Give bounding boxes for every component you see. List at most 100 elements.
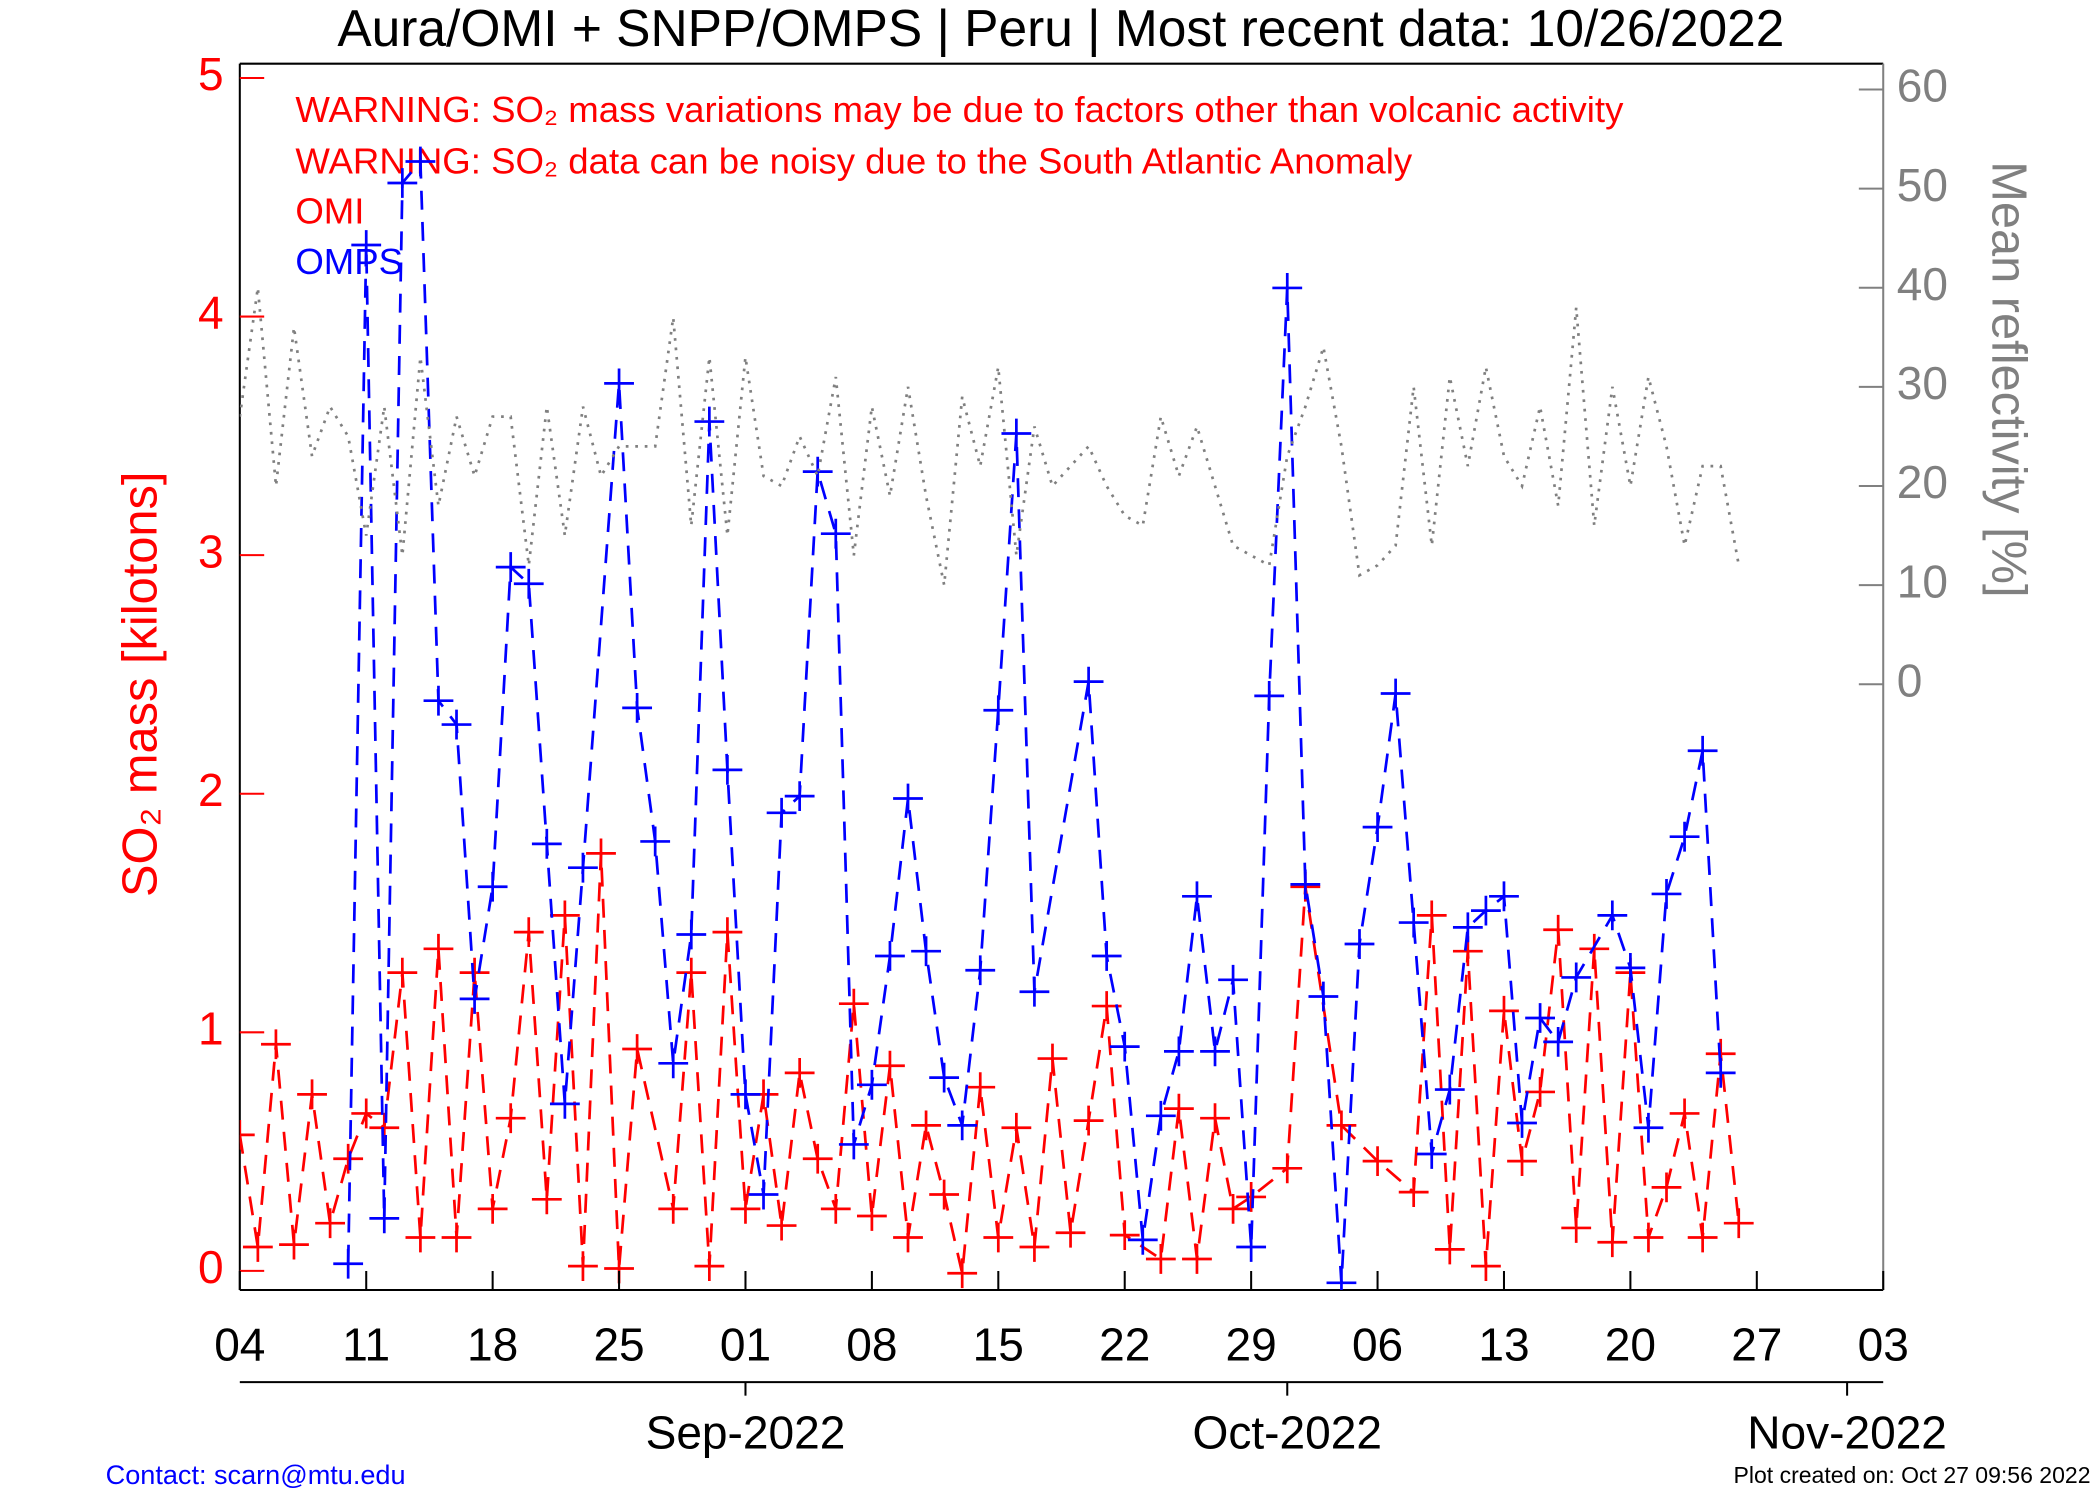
marker xyxy=(405,146,436,177)
marker xyxy=(965,1072,996,1103)
marker xyxy=(369,1112,400,1143)
marker xyxy=(838,988,869,1019)
marker xyxy=(694,1251,725,1282)
marker xyxy=(820,1193,851,1224)
marker xyxy=(477,1193,508,1224)
warning: WARNING: SO₂ data can be noisy due to th… xyxy=(295,141,1413,182)
marker xyxy=(1019,1232,1050,1262)
marker xyxy=(1597,1227,1628,1258)
x-tick-label: 11 xyxy=(342,1318,390,1370)
marker xyxy=(893,1222,923,1253)
marker xyxy=(784,781,815,812)
y2-tick-label: 50 xyxy=(1897,159,1948,211)
marker xyxy=(441,1222,472,1253)
x-tick-label: 29 xyxy=(1226,1318,1277,1370)
marker xyxy=(423,685,454,716)
marker xyxy=(549,900,580,931)
marker xyxy=(929,1179,960,1210)
marker xyxy=(748,1179,779,1210)
marker xyxy=(802,456,833,487)
marker xyxy=(1109,1031,1140,1062)
marker xyxy=(947,1110,978,1141)
marker xyxy=(1272,1153,1303,1184)
x-tick-label: 06 xyxy=(1352,1318,1403,1370)
x-tick-label: 03 xyxy=(1858,1318,1909,1370)
marker xyxy=(676,919,707,950)
marker xyxy=(947,1258,978,1289)
marker xyxy=(658,1193,689,1224)
marker xyxy=(1434,1234,1465,1265)
marker xyxy=(1705,1057,1736,1088)
marker xyxy=(1687,1222,1718,1253)
month-tick-label: Nov-2022 xyxy=(1747,1406,1947,1458)
marker xyxy=(1001,1112,1032,1143)
marker xyxy=(1182,881,1212,912)
marker xyxy=(1037,1043,1068,1074)
marker xyxy=(495,1103,526,1134)
x-tick-label: 08 xyxy=(846,1318,897,1370)
marker xyxy=(279,1229,309,1260)
marker xyxy=(477,871,508,902)
x-tick-label: 01 xyxy=(720,1318,771,1370)
marker xyxy=(531,828,562,859)
x-tick-label: 15 xyxy=(973,1318,1024,1370)
marker xyxy=(459,984,490,1014)
marker xyxy=(351,230,382,260)
warning: WARNING: SO₂ mass variations may be due … xyxy=(295,89,1624,130)
marker xyxy=(1669,821,1700,852)
marker xyxy=(1416,1139,1447,1169)
marker xyxy=(315,1208,346,1239)
marker xyxy=(586,838,616,869)
marker xyxy=(1651,1172,1682,1203)
marker xyxy=(1651,879,1682,909)
marker xyxy=(1001,418,1032,449)
marker xyxy=(1525,1003,1556,1033)
y-axis-title: SO₂ mass [kilotons] xyxy=(114,472,168,897)
marker xyxy=(730,1193,761,1224)
marker xyxy=(712,917,743,948)
marker xyxy=(1200,1036,1230,1067)
marker xyxy=(1543,914,1574,945)
marker xyxy=(441,709,472,740)
marker xyxy=(1398,907,1429,938)
marker xyxy=(1344,929,1375,959)
marker xyxy=(513,568,544,599)
marker xyxy=(568,1251,598,1282)
marker xyxy=(856,1201,887,1231)
marker xyxy=(1669,1098,1700,1129)
marker xyxy=(929,1062,960,1093)
marker xyxy=(676,957,707,988)
marker xyxy=(1687,735,1718,766)
x-tick-label: 20 xyxy=(1605,1318,1656,1370)
marker xyxy=(549,1088,580,1119)
y-tick-label: 4 xyxy=(198,287,224,339)
marker xyxy=(820,518,851,549)
marker xyxy=(766,1210,797,1241)
marker xyxy=(297,1079,327,1110)
marker xyxy=(1127,1224,1158,1255)
marker xyxy=(1326,1267,1357,1290)
marker xyxy=(1073,666,1104,697)
marker xyxy=(1236,1182,1267,1212)
marker xyxy=(766,797,797,828)
marker xyxy=(658,1048,689,1079)
marker xyxy=(1633,1112,1664,1143)
marker xyxy=(875,941,905,971)
marker xyxy=(1633,1222,1664,1253)
marker xyxy=(911,936,941,967)
marker xyxy=(513,917,544,948)
marker xyxy=(1597,900,1628,931)
marker xyxy=(1272,273,1303,303)
marker xyxy=(1434,1074,1465,1105)
marker xyxy=(1471,1251,1501,1282)
marker xyxy=(1543,1026,1574,1057)
y2-tick-label: 40 xyxy=(1897,258,1948,310)
marker xyxy=(1380,678,1411,709)
marker xyxy=(333,1143,364,1174)
marker xyxy=(604,368,634,399)
series-line xyxy=(239,287,1741,586)
marker xyxy=(333,1248,364,1279)
marker xyxy=(784,1057,815,1088)
marker xyxy=(1164,1093,1194,1124)
